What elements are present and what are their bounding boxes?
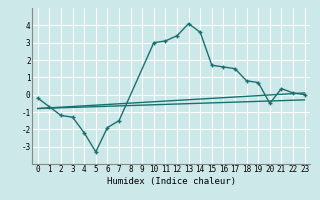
- X-axis label: Humidex (Indice chaleur): Humidex (Indice chaleur): [107, 177, 236, 186]
